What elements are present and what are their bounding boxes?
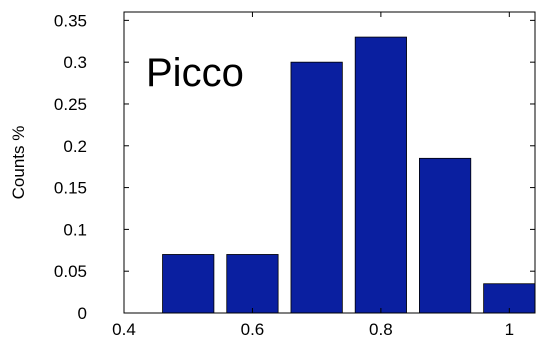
y-tick-label: 0.15 [54, 179, 87, 198]
y-tick-label: 0.05 [54, 262, 87, 281]
bar-1 [226, 254, 279, 314]
x-tick-label: 0.4 [112, 320, 136, 339]
y-tick-label: 0.2 [63, 137, 87, 156]
bar-0 [162, 254, 215, 314]
y-tick-label: 0.35 [54, 11, 87, 30]
x-tick-label: 1 [505, 320, 514, 339]
y-tick-label: 0.1 [63, 220, 87, 239]
bars-group [162, 36, 536, 314]
x-axis-ticks: 0.4 0.6 0.8 1 [112, 12, 514, 339]
y-tick-label: 0.25 [54, 95, 87, 114]
y-tick-label: 0 [78, 304, 87, 323]
y-axis-ticks: 0 0.05 0.1 0.15 0.2 0.25 0.3 0.35 [54, 11, 535, 323]
x-tick-label: 0.8 [369, 320, 393, 339]
y-tick-label: 0.3 [63, 53, 87, 72]
bar-3 [354, 36, 407, 314]
y-axis-label: Counts % [9, 126, 28, 200]
plot-frame [123, 11, 536, 314]
bar-4 [419, 157, 472, 314]
x-tick-label: 0.6 [241, 320, 265, 339]
chart-annotation: Picco [146, 51, 244, 95]
bar-2 [290, 61, 343, 314]
